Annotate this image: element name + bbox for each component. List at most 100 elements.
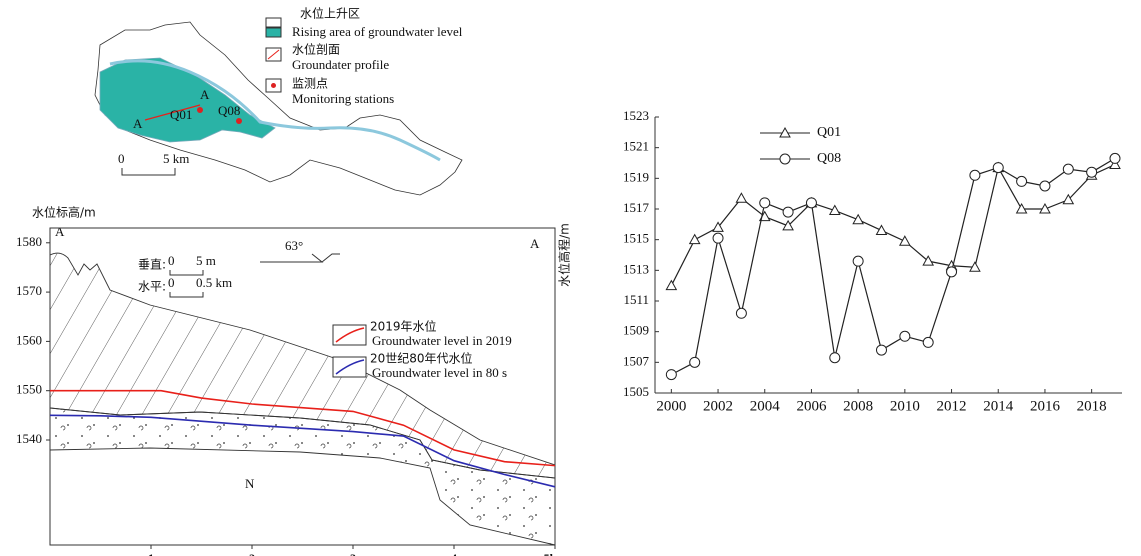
annotation: 63° (285, 238, 303, 253)
y-tick-label: 1560 (16, 332, 42, 347)
station (236, 118, 242, 124)
marker (852, 213, 864, 225)
marker (689, 356, 701, 368)
marker (1062, 163, 1074, 175)
y-tick-label: 1521 (623, 139, 649, 154)
x-tick-label: 2010 (890, 398, 920, 414)
x-tick-label: 2018 (1077, 398, 1107, 414)
legend-line (335, 327, 365, 343)
marker (779, 153, 791, 165)
marker (1062, 193, 1075, 205)
marker (665, 369, 677, 381)
legend-cn: 水位剖面 (292, 42, 340, 57)
y-axis-title: 水位标高/m (32, 205, 96, 220)
legend-en: Rising area of groundwater level (292, 24, 463, 39)
y-tick-label: 1570 (16, 283, 42, 298)
river (109, 59, 441, 162)
profile-line (144, 104, 201, 121)
map-label: Q08 (218, 103, 240, 118)
y-tick-label: 1505 (623, 384, 649, 399)
scale-label: 5 km (163, 151, 189, 166)
x-tick-label: 2016 (1030, 398, 1061, 414)
x-tick-label: 4 (451, 551, 457, 556)
marker (805, 197, 817, 209)
legend-cn: 水位上升区 (300, 6, 360, 21)
legend-swatch (267, 49, 280, 60)
legend-cn: 监测点 (292, 77, 328, 91)
annotation: 0 (168, 275, 175, 290)
legend-label: 2019年水位 (370, 319, 437, 334)
x-tick-label: 2000 (656, 398, 686, 414)
x-tick-label: 2012 (937, 398, 967, 414)
marker (735, 307, 747, 319)
legend-line (335, 359, 365, 375)
annotation: 0.5 km (196, 275, 232, 290)
marker (712, 232, 724, 244)
annotation: 垂直: (138, 258, 166, 272)
y-tick-label: 1580 (16, 234, 42, 249)
water-level-line (49, 414, 556, 488)
marker (922, 255, 935, 266)
scale-bar (121, 168, 176, 176)
marker (899, 330, 911, 342)
y-axis-title: 水位高程/m (557, 223, 572, 287)
y-tick-label: 1517 (623, 200, 650, 215)
map-label: Q01 (170, 107, 192, 122)
x-tick-label: 1 (148, 551, 154, 556)
y-tick-label: 1515 (623, 231, 649, 246)
marker (1039, 202, 1051, 214)
marker (898, 235, 911, 246)
marker (735, 192, 748, 203)
x-tick-label: 2 (249, 551, 255, 556)
annotation: 水平: (138, 280, 166, 294)
map: A A Q01 Q08 0 5 km 水位上升区 Rising area of … (94, 6, 463, 196)
marker (665, 279, 678, 291)
legend-label: Groundwater level in 80 s (372, 365, 507, 380)
marker (759, 197, 771, 209)
marker (875, 224, 888, 235)
plot-frame (49, 227, 556, 546)
y-tick-label: 1519 (623, 169, 649, 184)
series-line (671, 157, 1116, 376)
legend-label: Q01 (817, 125, 841, 140)
y-tick-label: 1540 (16, 431, 42, 446)
x-tick-label: 2006 (796, 398, 827, 414)
marker (782, 219, 794, 231)
map-label: A (200, 87, 210, 102)
legend-label: Groundwater level in 2019 (372, 333, 512, 348)
marker (828, 204, 841, 216)
marker (969, 261, 981, 272)
legend-label: 20世纪80年代水位 (370, 351, 473, 366)
marker (992, 162, 1004, 174)
y-tick-label: 1523 (623, 108, 649, 123)
legend-label: Q08 (817, 151, 841, 166)
legend-swatch (265, 27, 282, 38)
x-tick-label: 2008 (843, 398, 873, 414)
marker (1015, 202, 1028, 214)
annotation: 5 m (196, 253, 216, 268)
marker (1109, 158, 1121, 170)
annotation: N (245, 476, 255, 491)
marker (852, 255, 864, 267)
marker (1109, 152, 1121, 164)
marker (1016, 175, 1028, 187)
marker (969, 169, 981, 181)
x-tick-label: 5km (544, 551, 567, 556)
marker (779, 126, 791, 138)
legend-en: Groundater profile (292, 57, 389, 72)
marker (829, 352, 841, 364)
station (197, 107, 203, 113)
y-tick-label: 1507 (623, 353, 650, 368)
x-tick-label: 3 (350, 551, 356, 556)
y-tick-label: 1509 (623, 323, 649, 338)
x-tick-label: 2014 (983, 398, 1014, 414)
annotation: A (530, 236, 540, 251)
legend-en: Monitoring stations (292, 91, 394, 106)
marker (875, 344, 887, 356)
marker (712, 221, 724, 232)
marker (1086, 166, 1098, 178)
annotation: 0 (168, 253, 175, 268)
scale-label: 0 (118, 151, 125, 166)
marker (1039, 180, 1051, 192)
